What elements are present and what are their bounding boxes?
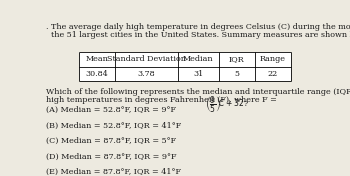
Text: (E) Median = 87.8°F, IQR = 41°F: (E) Median = 87.8°F, IQR = 41°F bbox=[47, 168, 181, 176]
Text: Median: Median bbox=[183, 55, 214, 63]
Text: Standard Deviation: Standard Deviation bbox=[107, 55, 186, 63]
Text: 22: 22 bbox=[267, 70, 278, 78]
Bar bbox=[79, 52, 290, 81]
Text: Which of the following represents the median and interquartile range (IQR) of th: Which of the following represents the me… bbox=[47, 87, 350, 96]
Text: Mean: Mean bbox=[86, 55, 108, 63]
Text: (A) Median = 52.8°F, IQR = 9°F: (A) Median = 52.8°F, IQR = 9°F bbox=[47, 106, 176, 114]
Text: 5: 5 bbox=[234, 70, 239, 78]
Text: (D) Median = 87.8°F, IQR = 9°F: (D) Median = 87.8°F, IQR = 9°F bbox=[47, 153, 177, 161]
Text: . The average daily high temperature in degrees Celsius (C) during the month of : . The average daily high temperature in … bbox=[47, 23, 350, 31]
Text: IQR: IQR bbox=[229, 55, 244, 63]
Text: high temperatures in degrees Fahrenheit (F), where F =: high temperatures in degrees Fahrenheit … bbox=[47, 96, 280, 104]
Text: (B) Median = 52.8°F, IQR = 41°F: (B) Median = 52.8°F, IQR = 41°F bbox=[47, 121, 182, 129]
Text: (C) Median = 87.8°F, IQR = 5°F: (C) Median = 87.8°F, IQR = 5°F bbox=[47, 137, 177, 145]
Text: Range: Range bbox=[260, 55, 286, 63]
Text: 3.78: 3.78 bbox=[138, 70, 155, 78]
Text: the 51 largest cities in the United States. Summary measures are shown below.: the 51 largest cities in the United Stat… bbox=[47, 31, 350, 39]
Text: $\left(\dfrac{9}{5}\right)\!C + 32$?: $\left(\dfrac{9}{5}\right)\!C + 32$? bbox=[205, 95, 249, 115]
Text: 30.84: 30.84 bbox=[86, 70, 108, 78]
Text: 31: 31 bbox=[193, 70, 203, 78]
